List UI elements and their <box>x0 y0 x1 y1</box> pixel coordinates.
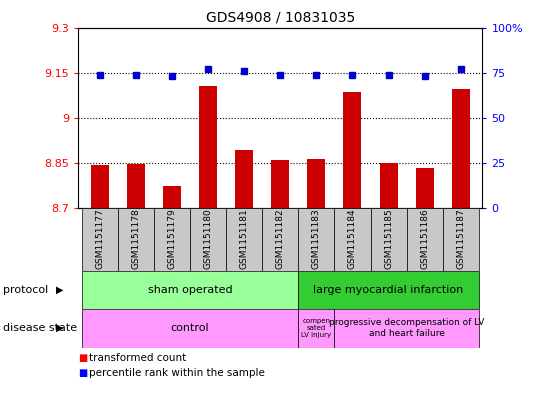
Bar <box>271 160 289 208</box>
Text: ▶: ▶ <box>56 285 63 295</box>
Bar <box>343 92 362 208</box>
Text: GSM1151183: GSM1151183 <box>312 208 321 269</box>
Bar <box>370 208 406 271</box>
Bar <box>298 271 479 309</box>
Text: percentile rank within the sample: percentile rank within the sample <box>89 368 265 378</box>
Bar <box>298 309 334 348</box>
Bar <box>235 149 253 208</box>
Bar <box>226 208 262 271</box>
Text: GSM1151186: GSM1151186 <box>420 208 429 269</box>
Text: ▶: ▶ <box>56 323 63 333</box>
Bar <box>82 271 298 309</box>
Bar <box>82 208 118 271</box>
Text: progressive decompensation of LV
and heart failure: progressive decompensation of LV and hea… <box>329 318 485 338</box>
Text: GSM1151178: GSM1151178 <box>132 208 140 269</box>
Bar <box>416 167 434 208</box>
Text: compen
sated
LV injury: compen sated LV injury <box>301 318 331 338</box>
Text: control: control <box>171 323 209 333</box>
Bar <box>91 165 109 208</box>
Text: GSM1151187: GSM1151187 <box>456 208 465 269</box>
Text: disease state: disease state <box>3 323 77 333</box>
Text: ■: ■ <box>78 368 87 378</box>
Text: GSM1151184: GSM1151184 <box>348 208 357 269</box>
Title: GDS4908 / 10831035: GDS4908 / 10831035 <box>206 11 355 25</box>
Bar <box>334 309 479 348</box>
Bar <box>262 208 298 271</box>
Text: GSM1151185: GSM1151185 <box>384 208 393 269</box>
Bar <box>82 309 298 348</box>
Bar <box>334 208 370 271</box>
Bar <box>307 158 326 208</box>
Bar <box>127 164 145 208</box>
Text: GSM1151177: GSM1151177 <box>95 208 105 269</box>
Text: GSM1151181: GSM1151181 <box>240 208 248 269</box>
Text: GSM1151180: GSM1151180 <box>204 208 212 269</box>
Bar <box>190 208 226 271</box>
Bar <box>154 208 190 271</box>
Bar <box>163 185 181 208</box>
Bar <box>118 208 154 271</box>
Bar <box>379 163 398 208</box>
Bar <box>443 208 479 271</box>
Bar <box>298 208 334 271</box>
Text: protocol: protocol <box>3 285 48 295</box>
Text: large myocardial infarction: large myocardial infarction <box>314 285 464 295</box>
Bar <box>452 89 470 208</box>
Text: GSM1151182: GSM1151182 <box>276 208 285 269</box>
Bar <box>199 86 217 208</box>
Text: ■: ■ <box>78 353 87 363</box>
Bar <box>406 208 443 271</box>
Text: transformed count: transformed count <box>89 353 186 363</box>
Text: sham operated: sham operated <box>148 285 232 295</box>
Text: GSM1151179: GSM1151179 <box>168 208 176 269</box>
